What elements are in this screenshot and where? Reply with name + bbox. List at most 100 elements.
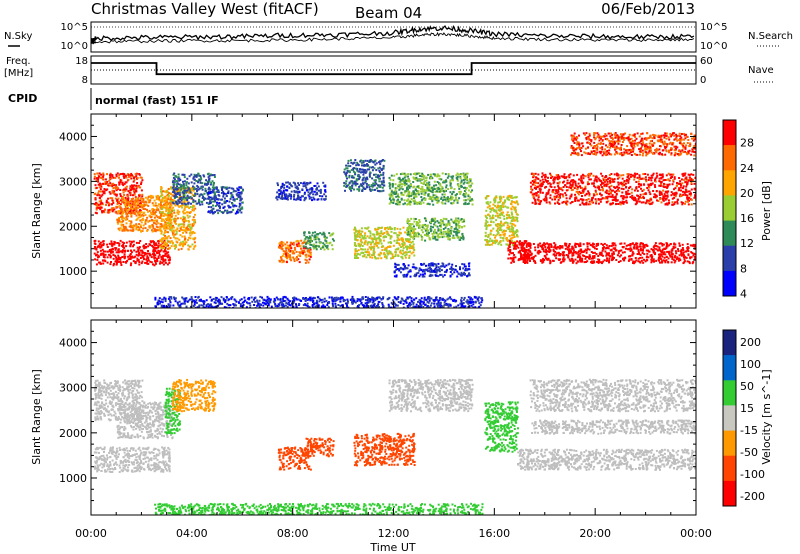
power-cell	[411, 245, 414, 248]
power-cell	[485, 228, 488, 231]
power-cell	[378, 237, 381, 240]
power-cell	[152, 211, 155, 214]
power-cell	[354, 252, 357, 255]
power-cell	[396, 201, 399, 204]
power-cell	[133, 184, 136, 187]
power-cell	[682, 262, 685, 265]
date-label: 06/Feb/2013	[601, 0, 695, 18]
power-cell	[358, 189, 361, 192]
power-cell	[464, 273, 466, 275]
power-cell	[112, 187, 115, 190]
power-cell	[462, 182, 465, 185]
power-cell	[571, 261, 574, 264]
power-cell	[633, 243, 636, 246]
power-cell	[136, 246, 139, 249]
power-cell	[432, 189, 434, 192]
power-cell	[444, 230, 447, 233]
power-cell	[142, 224, 145, 227]
power-cell	[397, 198, 400, 201]
power-cell	[137, 254, 140, 257]
power-cell	[410, 217, 413, 220]
power-cell	[445, 199, 448, 202]
power-cell	[612, 251, 615, 254]
power-cell	[179, 234, 182, 237]
power-cell	[425, 228, 428, 231]
power-cell	[144, 214, 147, 216]
power-cell	[322, 233, 325, 236]
power-cell	[129, 212, 132, 215]
power-cell	[238, 186, 241, 189]
power-cell	[109, 254, 112, 257]
power-cell	[169, 211, 172, 214]
power-cell	[629, 255, 632, 258]
power-cell	[304, 238, 307, 241]
power-cell	[372, 254, 375, 257]
power-cell	[285, 261, 288, 264]
power-cell	[325, 236, 328, 239]
power-cell	[510, 261, 513, 264]
power-cell	[132, 260, 135, 263]
power-cell	[432, 219, 435, 222]
power-cell	[418, 267, 421, 270]
power-cell	[376, 189, 379, 192]
power-cell	[204, 189, 207, 192]
power-cell	[115, 175, 118, 178]
power-cell	[114, 193, 117, 196]
power-cell	[504, 230, 507, 233]
power-cell	[429, 195, 431, 198]
power-cell	[353, 167, 356, 170]
power-cell	[130, 214, 133, 217]
power-cell	[451, 220, 454, 223]
power-cell	[201, 203, 204, 206]
power-cell	[398, 196, 401, 199]
power-cell	[352, 168, 354, 171]
power-cell	[400, 183, 403, 186]
power-cell	[325, 195, 327, 198]
power-cell	[94, 243, 97, 246]
power-cell	[413, 220, 416, 223]
power-cell	[187, 182, 190, 185]
power-cell	[485, 240, 488, 243]
power-cell	[426, 186, 429, 189]
power-cell	[462, 179, 465, 181]
power-cell	[382, 179, 385, 182]
power-cell	[138, 227, 141, 229]
power-cell	[514, 224, 517, 227]
power-cell	[396, 236, 399, 239]
power-cell	[117, 254, 120, 257]
power-cell	[359, 168, 362, 171]
noise-right-label: N.Search	[748, 31, 793, 42]
power-cell	[235, 205, 238, 208]
power-cell	[282, 259, 285, 262]
power-cell	[374, 163, 377, 166]
power-cell	[154, 202, 157, 205]
power-cell	[559, 245, 562, 248]
power-cell	[122, 219, 125, 222]
power-cell	[619, 249, 622, 252]
power-cell	[516, 240, 519, 243]
power-cell	[135, 187, 138, 190]
power-cell	[425, 264, 427, 267]
power-cell	[413, 254, 416, 257]
power-cell	[450, 218, 453, 221]
power-cell	[515, 200, 518, 203]
power-cell	[174, 233, 177, 236]
power-cell	[163, 231, 166, 234]
power-cell	[441, 236, 444, 239]
power-cell	[124, 208, 127, 210]
power-cell	[190, 188, 193, 191]
power-cell	[201, 185, 204, 188]
power-cell	[187, 211, 190, 214]
power-cell	[386, 226, 389, 229]
power-cell	[693, 243, 696, 246]
power-cell	[379, 190, 381, 193]
power-cell	[304, 254, 307, 257]
power-cell	[93, 203, 96, 206]
power-cell	[503, 232, 506, 235]
power-cell	[132, 180, 135, 183]
power-cell	[138, 203, 141, 206]
power-cell	[405, 267, 408, 270]
power-cell	[445, 232, 448, 235]
power-cell	[655, 259, 658, 262]
power-cell	[285, 249, 288, 252]
